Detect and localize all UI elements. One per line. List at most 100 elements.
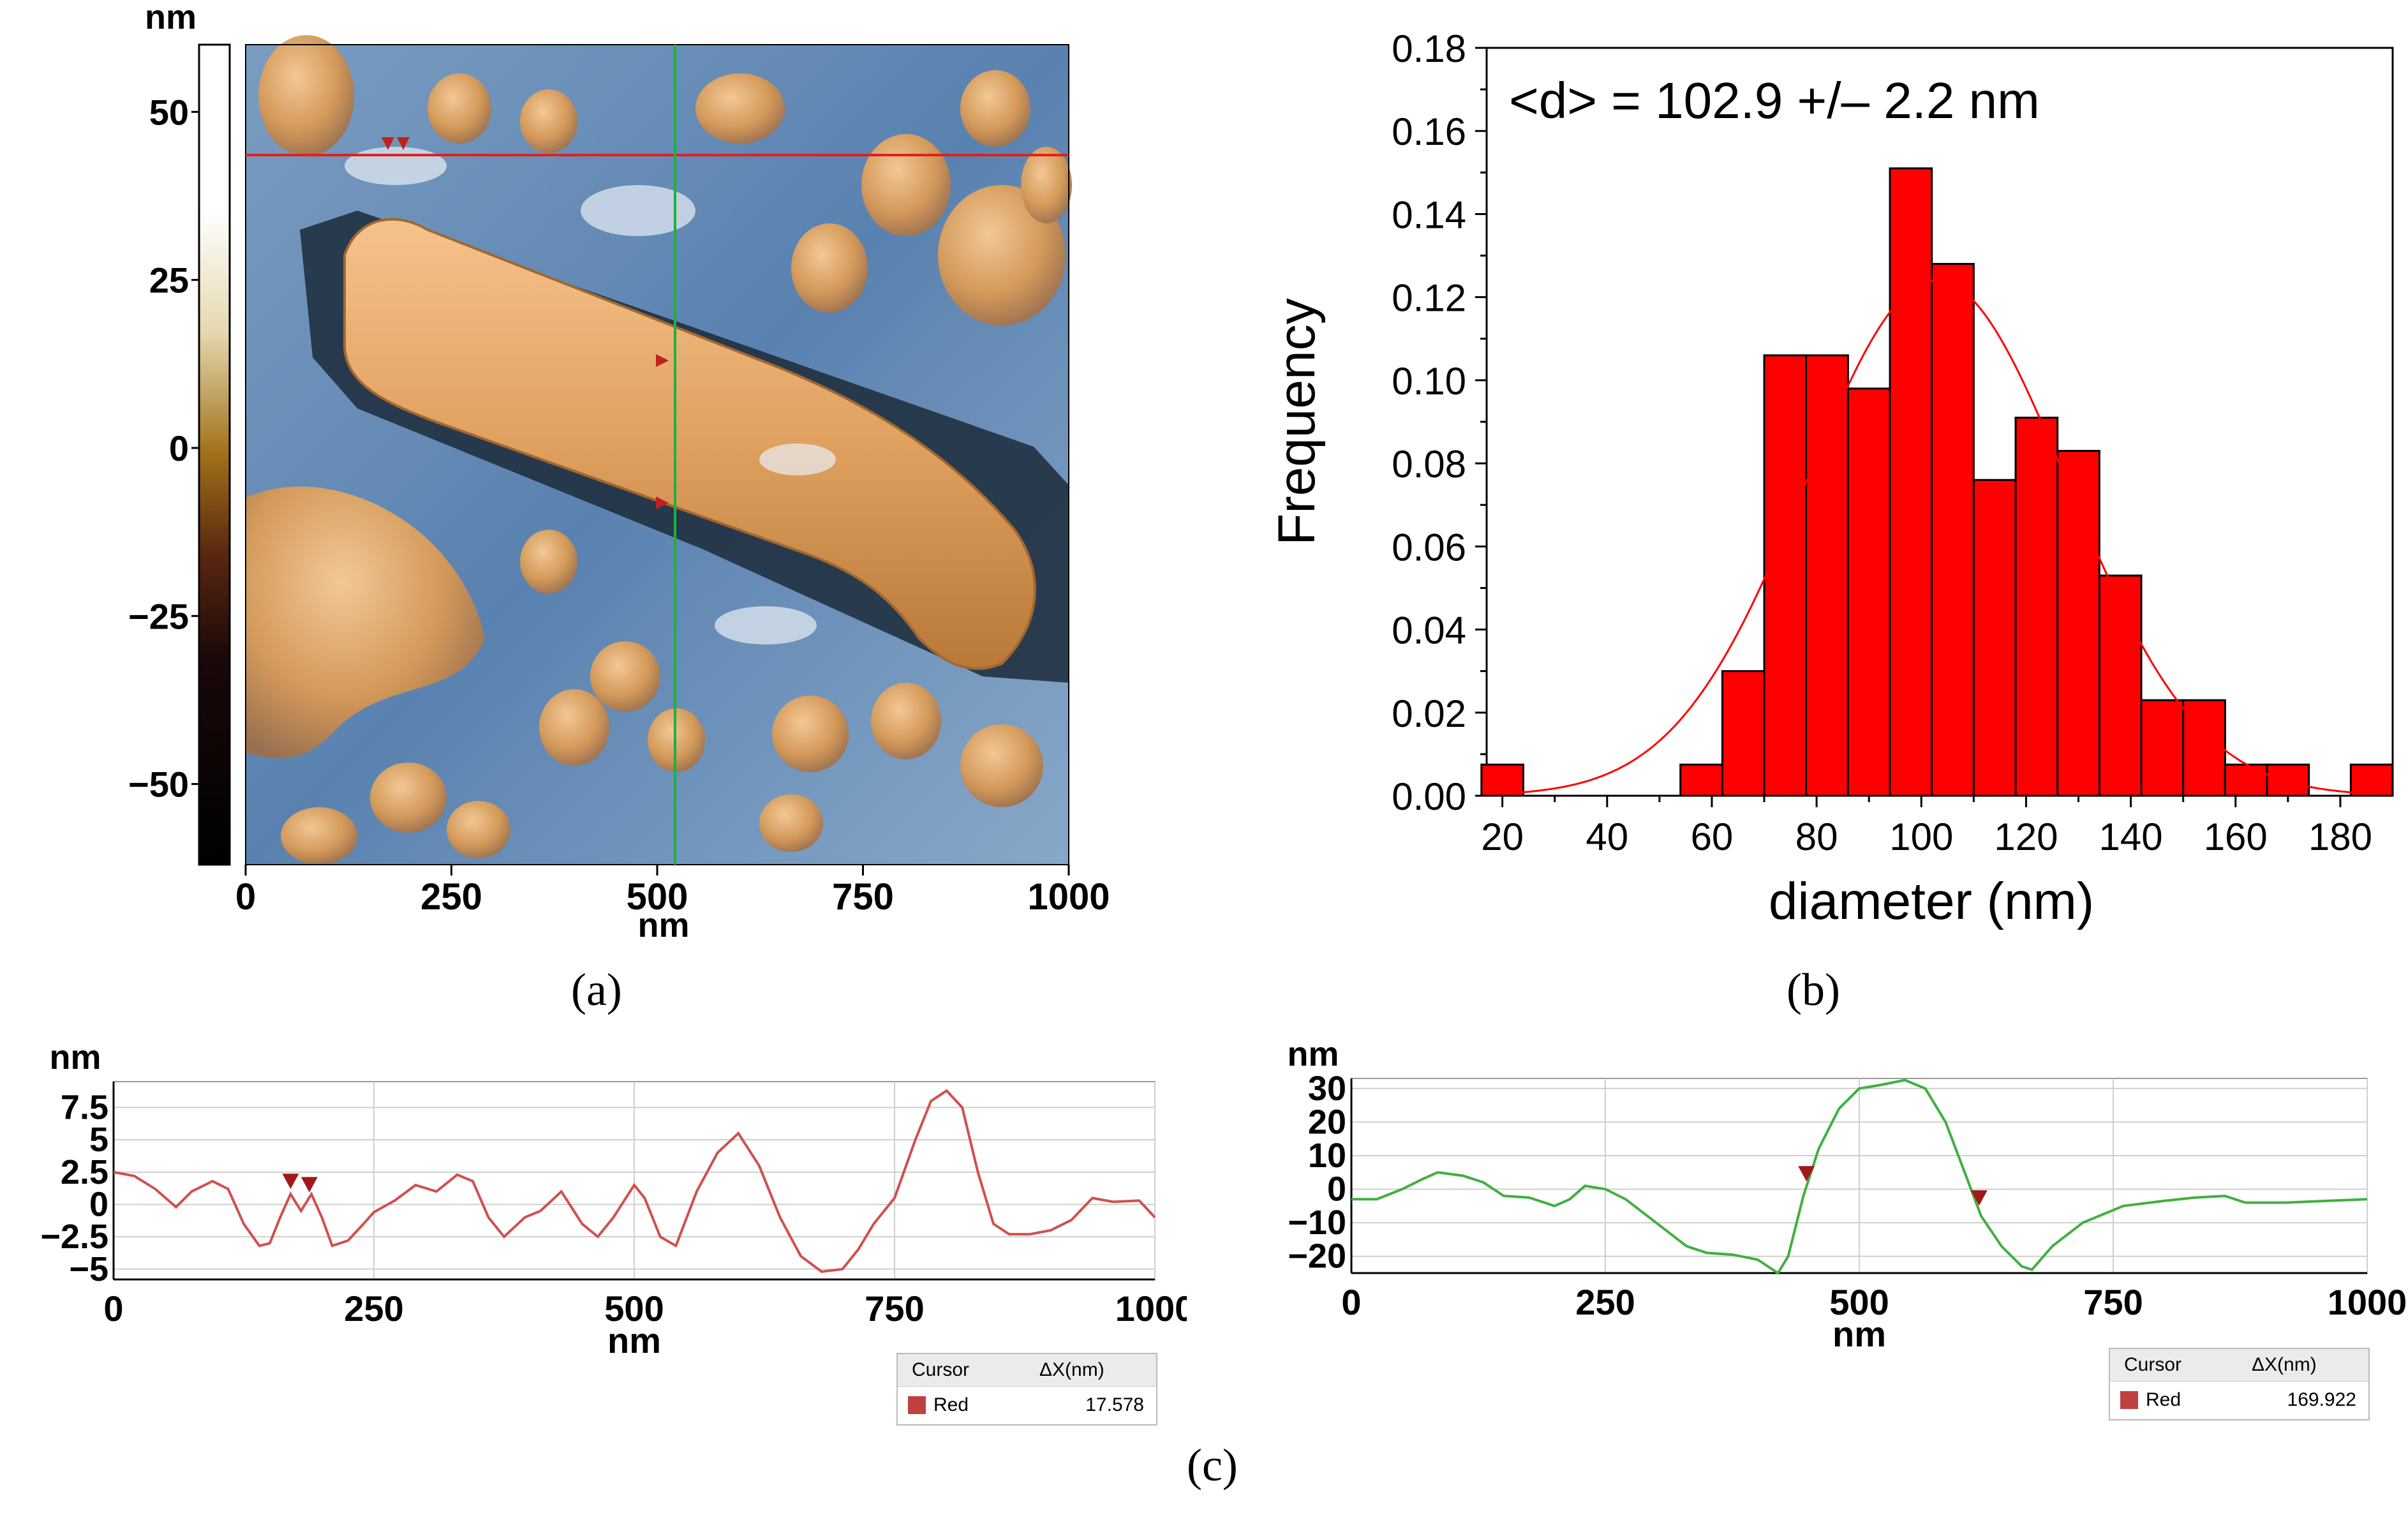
- histogram-bar: [2140, 699, 2185, 797]
- x-tick-label: 250: [420, 876, 482, 918]
- y-tick-label: 0.16: [1392, 110, 1466, 153]
- histogram-chart: 0.00 0.02 0.04 0.06 0.08 0.10 0.12 0.14 0.16 0.18…: [1268, 27, 2394, 930]
- x-tick-label: 100: [1889, 816, 1953, 858]
- cursor-table-red: Cursor ΔX(nm) Red 17.578: [896, 1353, 1157, 1426]
- table-row[interactable]: Red 17.578: [898, 1387, 1156, 1424]
- histogram-bar: [2266, 763, 2310, 797]
- table-header-cursor: Cursor: [2124, 1354, 2182, 1375]
- cursor-marker[interactable]: [282, 1174, 299, 1189]
- colorbar-unit: nm: [145, 0, 197, 36]
- x-tick-label: 40: [1586, 816, 1628, 858]
- histogram-bar: [1972, 479, 2017, 797]
- table-header-cursor: Cursor: [912, 1359, 970, 1380]
- histogram-bar: [1847, 387, 1891, 797]
- x-axis-label: nm: [1832, 1314, 1886, 1354]
- y-tick-label: 7.5: [61, 1089, 108, 1127]
- row-label: Red: [933, 1394, 969, 1415]
- y-tick-label: −10: [1288, 1204, 1346, 1242]
- panel-a: nm 50 25 0 −25 −50: [0, 0, 1123, 1034]
- x-tick-label: 1000: [1115, 1288, 1187, 1329]
- colorbar-tick-label: −50: [128, 764, 189, 805]
- y-tick-label: 0.02: [1392, 692, 1466, 735]
- profile-line: [113, 1089, 1156, 1273]
- y-tick-label: −2.5: [40, 1218, 108, 1256]
- y-tick-label: 0.12: [1392, 277, 1466, 320]
- y-tick-label: 5: [89, 1121, 108, 1159]
- x-tick-label: 0: [1341, 1282, 1361, 1322]
- row-value: 169.922: [2287, 1389, 2356, 1410]
- x-tick-label: 250: [1575, 1282, 1635, 1322]
- y-tick-label: 0.10: [1392, 360, 1466, 403]
- x-tick-label: 0: [103, 1288, 123, 1329]
- x-tick-label: 20: [1481, 816, 1524, 858]
- colorbar-ticks: 50 25 0 −25 −50: [128, 92, 199, 805]
- x-tick-label: 500: [627, 876, 688, 918]
- y-tick-label: 2.5: [61, 1153, 108, 1191]
- cursor-markers-horizontal[interactable]: [382, 137, 410, 150]
- caption-c: (c): [1187, 1440, 1238, 1491]
- caption-a: (a): [571, 964, 622, 1015]
- y-axis-label: Frequency: [1268, 298, 1326, 545]
- histogram-bars: [1480, 167, 2394, 797]
- histogram-bar: [2056, 450, 2100, 797]
- x-tick-label: 80: [1795, 816, 1838, 858]
- table-header-dx: ΔX(nm): [1039, 1359, 1104, 1380]
- x-tick-label: 500: [604, 1288, 664, 1329]
- color-swatch: [908, 1396, 926, 1414]
- colorbar: [198, 43, 231, 866]
- cursor-table-green: Cursor ΔX(nm) Red 169.922: [2109, 1348, 2370, 1420]
- y-tick-label: 0.08: [1392, 443, 1466, 486]
- table-header-dx: ΔX(nm): [2252, 1354, 2317, 1375]
- x-tick-label: 120: [1994, 816, 2058, 858]
- x-tick-label: 750: [2083, 1282, 2143, 1322]
- color-swatch: [2120, 1391, 2138, 1409]
- table-row[interactable]: Red 169.922: [2110, 1382, 2368, 1419]
- histogram-bar: [1679, 763, 1723, 797]
- histogram-bar: [1889, 167, 1933, 797]
- histogram-bar: [2014, 416, 2059, 797]
- x-axis-label: nm: [607, 1320, 661, 1360]
- x-tick-label: 500: [1829, 1282, 1889, 1322]
- x-tick-label: 250: [344, 1288, 403, 1329]
- cursor-marker[interactable]: [301, 1177, 318, 1193]
- histogram-bar: [1721, 670, 1765, 797]
- y-tick-label: 0.14: [1392, 193, 1466, 236]
- mean-diameter-annotation: <d> = 102.9 +/– 2.2 nm: [1509, 72, 2040, 129]
- y-unit-label: nm: [50, 1038, 101, 1077]
- x-tick-label: 60: [1691, 816, 1734, 858]
- row-value: 17.578: [1085, 1394, 1144, 1415]
- image-x-axis-unit: nm: [638, 906, 690, 944]
- y-tick-label: 0: [89, 1185, 108, 1223]
- row-label: Red: [2146, 1389, 2181, 1410]
- x-tick-label: 750: [832, 876, 894, 918]
- panel-b: 0.00 0.02 0.04 0.06 0.08 0.10 0.12 0.14 0.16 0.18…: [1251, 0, 2408, 1034]
- y-tick-label: 10: [1308, 1137, 1346, 1175]
- panel-c-left: 7.5 5 2.5 0 −2.5 −5 0 250 500 750 1000 nm nm Cursor …: [0, 1021, 1194, 1455]
- cursor-marker[interactable]: [1798, 1166, 1815, 1182]
- histogram-bar: [1480, 763, 1524, 797]
- y-tick-label: 30: [1308, 1070, 1346, 1108]
- panel-c-right: 30 20 10 0 −10 −20 0 250 500 750 1000 nm nm Cursor Δ…: [1231, 1015, 2408, 1455]
- x-tick-label: 0: [235, 876, 256, 918]
- y-tick-label: −5: [69, 1250, 108, 1288]
- y-unit-label: nm: [1288, 1035, 1339, 1073]
- y-tick-label: 0.00: [1392, 775, 1466, 818]
- x-tick-label: 1000: [1027, 876, 1110, 918]
- x-tick-label: 750: [865, 1288, 924, 1329]
- colorbar-tick-label: 0: [169, 428, 189, 468]
- x-tick-label: 180: [2308, 816, 2372, 858]
- colorbar-tick-label: −25: [128, 596, 189, 636]
- x-axis-label: diameter (nm): [1769, 872, 2094, 930]
- y-tick-label: 0: [1327, 1170, 1346, 1209]
- cursor-marker[interactable]: [1970, 1190, 1988, 1206]
- x-tick-label: 140: [2099, 816, 2163, 858]
- caption-b: (b): [1787, 964, 1840, 1015]
- y-axis-ticks: 0.00 0.02 0.04 0.06 0.08 0.10 0.12 0.14 0.16 0.18: [1392, 27, 1487, 818]
- histogram-bar: [2182, 699, 2226, 797]
- y-tick-label: 20: [1308, 1103, 1346, 1141]
- y-tick-label: 0.04: [1392, 609, 1466, 652]
- afm-topography-image: [246, 35, 1072, 865]
- x-tick-label: 1000: [2328, 1282, 2407, 1322]
